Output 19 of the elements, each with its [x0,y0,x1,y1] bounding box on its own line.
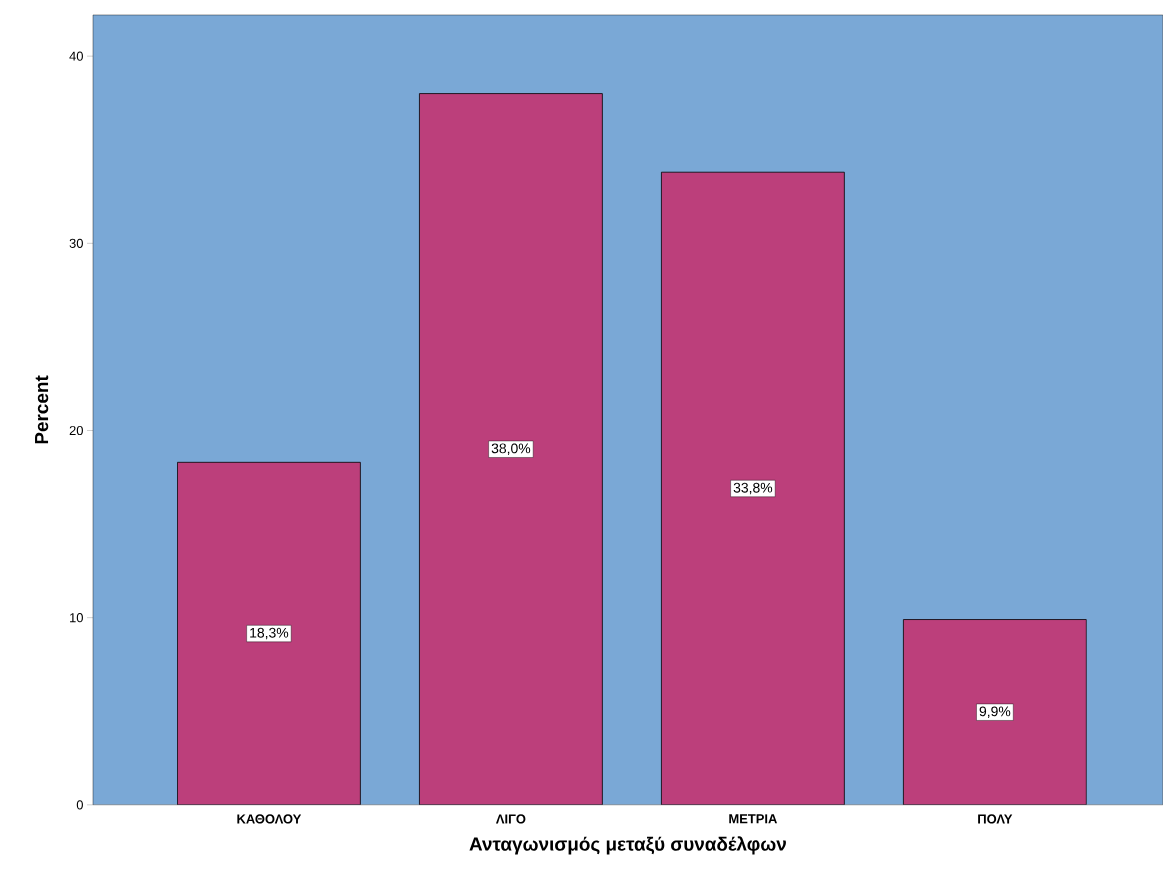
y-tick-label: 20 [69,425,83,436]
data-label: 33,8% [733,482,773,495]
bar [419,93,603,805]
x-tick-label: ΛΙΓΟ [495,814,526,824]
y-tick-label: 0 [76,800,83,810]
x-tick-label: ΚΑΘΟΛΟΥ [237,814,302,824]
y-tick-label: 10 [70,613,83,623]
x-tick-label: ΜΕΤΡΙΑ [729,814,778,824]
y-tick-label: 30 [69,238,83,248]
bar [903,619,1087,805]
y-tick-label: 40 [69,51,83,61]
x-tick-label: ΠΟΛΥ [978,814,1013,824]
y-axis-title: Percent [35,375,49,444]
data-label: 9,9% [979,706,1011,719]
data-label: 38,0% [491,443,531,456]
x-axis-title: Ανταγωνισμός μεταξύ συναδέλφων [469,836,786,855]
bar [661,171,845,805]
data-label: 18,3% [250,627,289,640]
bar [177,462,361,805]
